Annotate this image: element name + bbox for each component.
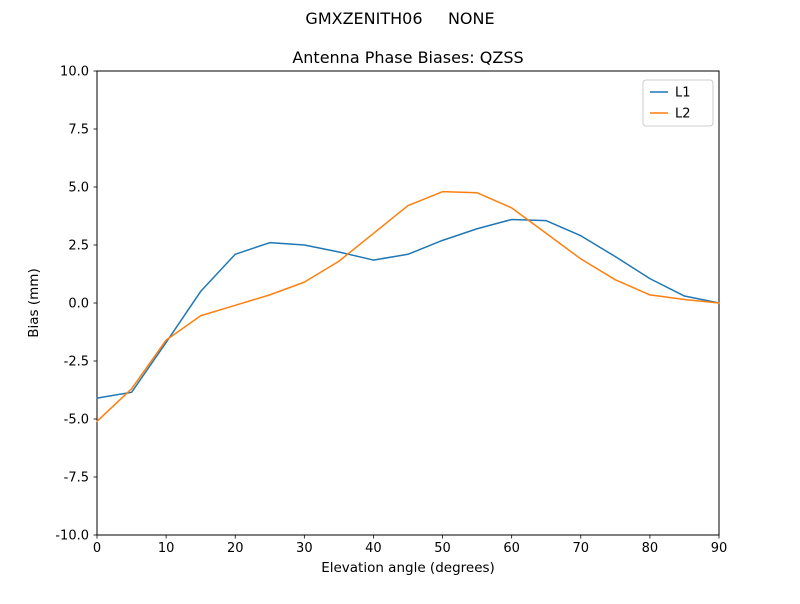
x-tick-label: 60 [503,541,520,556]
legend-label-L1: L1 [675,86,691,101]
x-tick-label: 30 [296,541,313,556]
x-tick-label: 80 [642,541,659,556]
x-tick-label: 0 [93,541,101,556]
axis-ticks: 0 10 20 30 40 50 60 70 80 90 -10.0 -7.5 -5.0 -2.5 0.0 2… [55,65,727,557]
series-line-L2 [96,190,720,423]
axes-title: Antenna Phase Biases: QZSS [292,48,523,67]
x-axis-label: Elevation angle (degrees) [321,560,495,576]
y-tick-label: -10.0 [55,529,89,544]
figure-suptitle: GMXZENITH06 NONE [305,9,494,28]
plot-area [96,70,720,536]
y-tick-label: 5.0 [68,181,89,196]
y-tick-label: 0.0 [68,297,89,312]
data-series [96,190,720,423]
y-tick-label: 2.5 [68,239,89,254]
x-tick-label: 50 [434,541,451,556]
x-tick-label: 70 [573,541,590,556]
x-tick-label: 90 [711,541,728,556]
series-line-L1 [96,218,720,399]
y-tick-label: -5.0 [64,413,89,428]
y-axis-label: Bias (mm) [26,268,42,337]
y-tick-label: 10.0 [60,65,89,80]
y-tick-label: 7.5 [68,123,89,138]
x-tick-label: 20 [227,541,244,556]
x-tick-label: 10 [158,541,175,556]
x-tick-label: 40 [365,541,382,556]
legend: L1 L2 [642,79,714,127]
y-tick-label: -7.5 [64,471,89,486]
y-tick-label: -2.5 [64,355,89,370]
legend-label-L2: L2 [675,107,691,122]
